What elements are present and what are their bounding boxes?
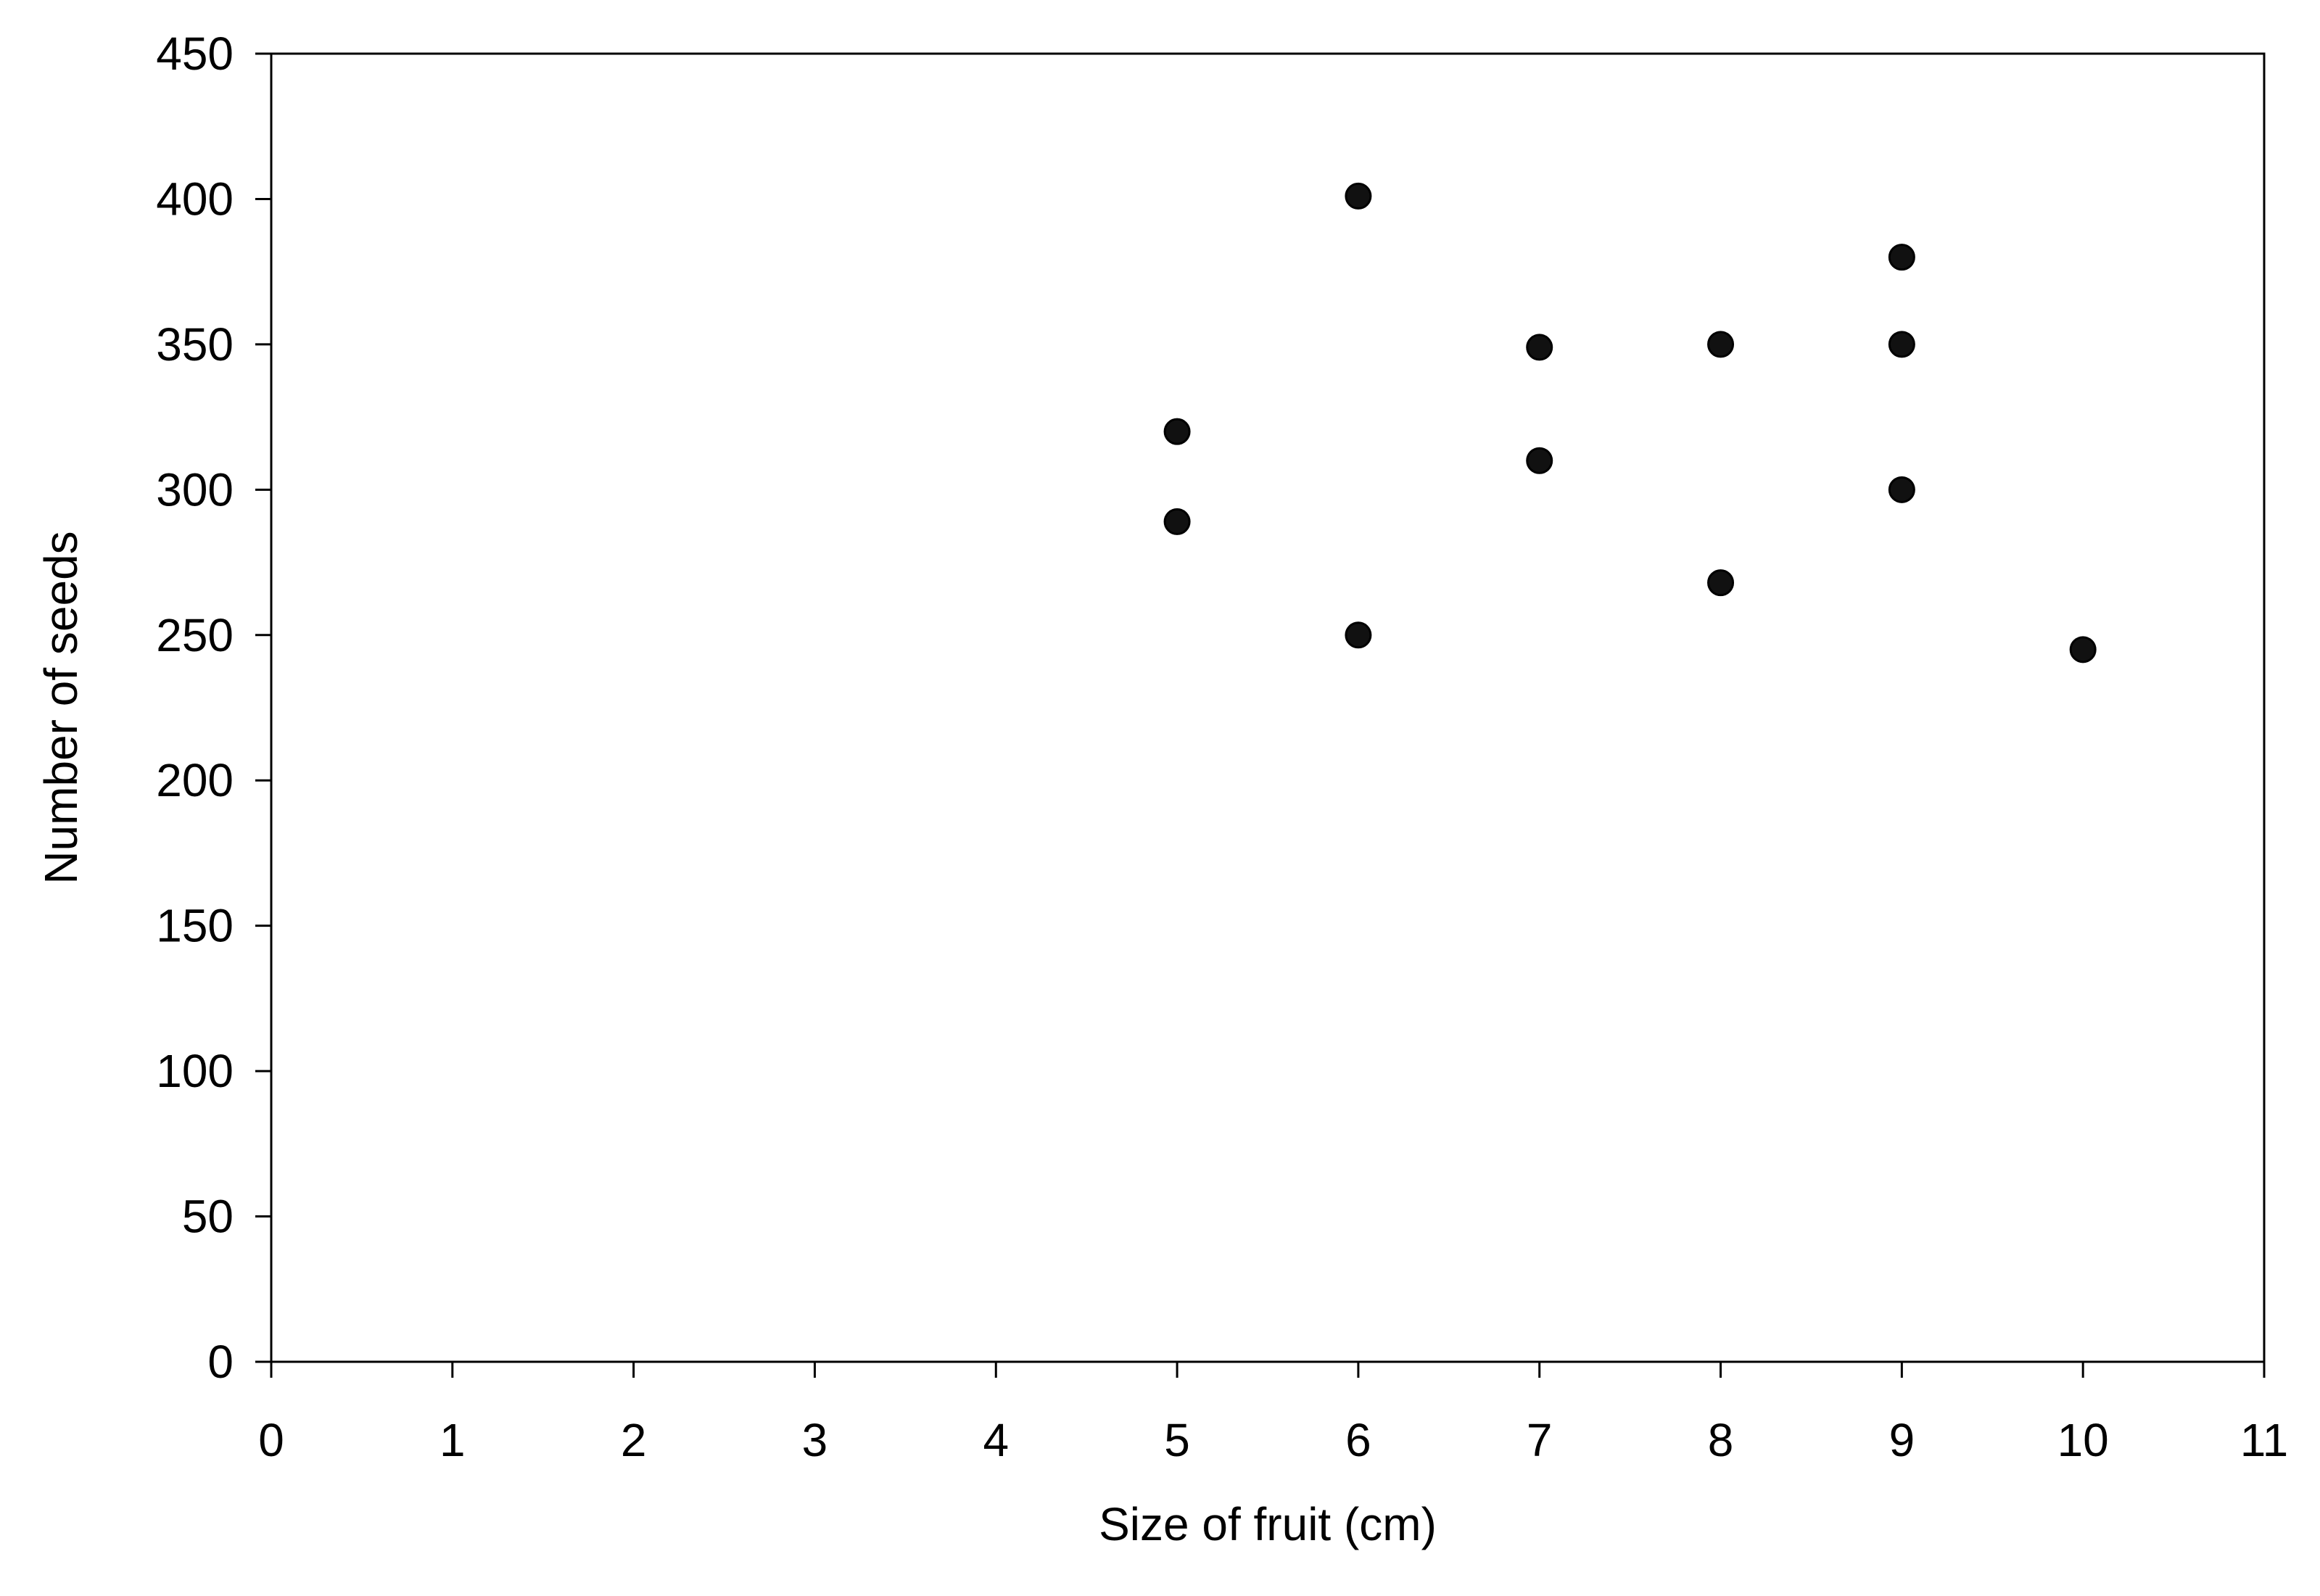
y-tick-label: 250 bbox=[156, 609, 234, 661]
y-tick-label: 300 bbox=[156, 463, 234, 516]
y-tick-label: 200 bbox=[156, 754, 234, 806]
data-points bbox=[1163, 182, 2097, 663]
y-tick-label: 350 bbox=[156, 318, 234, 371]
x-axis-label: Size of fruit (cm) bbox=[1099, 1498, 1437, 1550]
scatter-point bbox=[1888, 244, 1915, 271]
scatter-point bbox=[1888, 476, 1915, 503]
x-tick-label: 4 bbox=[983, 1414, 1009, 1466]
x-tick-label: 1 bbox=[439, 1414, 466, 1466]
x-tick-label: 3 bbox=[802, 1414, 828, 1466]
y-axis-ticks: 0 50 100 150 200 250 300 350 400 450 bbox=[156, 28, 271, 1388]
x-tick-label: 2 bbox=[621, 1414, 647, 1466]
x-axis-ticks: 0 1 2 3 4 5 6 7 8 9 10 11 bbox=[258, 1362, 2288, 1466]
scatter-point bbox=[1345, 182, 1372, 210]
x-tick-label: 9 bbox=[1889, 1414, 1915, 1466]
scatter-point bbox=[1707, 569, 1735, 597]
x-tick-label: 6 bbox=[1345, 1414, 1371, 1466]
x-tick-label: 7 bbox=[1527, 1414, 1553, 1466]
y-tick-label: 50 bbox=[182, 1191, 234, 1243]
y-tick-label: 0 bbox=[207, 1336, 234, 1388]
scatter-point bbox=[1345, 621, 1372, 649]
plot-area bbox=[270, 52, 2266, 1363]
scatter-point bbox=[1707, 331, 1735, 358]
scatter-point bbox=[2069, 636, 2097, 663]
x-tick-label: 0 bbox=[258, 1414, 284, 1466]
x-tick-label: 11 bbox=[2240, 1414, 2288, 1466]
x-tick-label: 8 bbox=[1708, 1414, 1734, 1466]
y-tick-label: 400 bbox=[156, 173, 234, 225]
y-tick-label: 150 bbox=[156, 900, 234, 952]
scatter-point bbox=[1526, 447, 1553, 474]
scatter-point bbox=[1526, 334, 1553, 361]
scatter-point bbox=[1163, 508, 1191, 535]
scatter-point bbox=[1888, 331, 1915, 358]
y-tick-label: 100 bbox=[156, 1045, 234, 1097]
x-tick-label: 5 bbox=[1164, 1414, 1190, 1466]
y-tick-label: 450 bbox=[156, 28, 234, 80]
x-tick-label: 10 bbox=[2057, 1414, 2109, 1466]
scatter-point bbox=[1163, 418, 1191, 445]
y-axis-label: Number of seeds bbox=[35, 531, 87, 884]
